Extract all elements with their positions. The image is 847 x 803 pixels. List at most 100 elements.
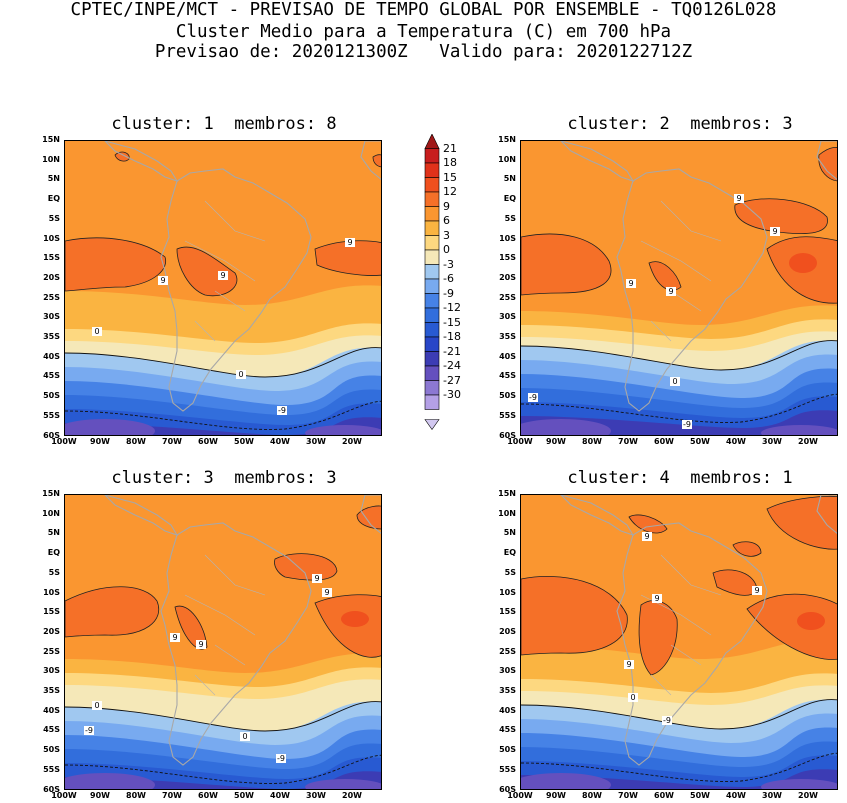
colorbar-segment [424,220,440,236]
map-panel-1: 9 9 9 0 0 -9 [64,140,382,436]
contour-label: -9 [278,406,286,415]
x-tick-label: 30W [306,437,326,446]
y-tick-label: 15N [498,489,516,498]
y-tick-label: 15S [43,607,60,617]
x-tick-label: 40W [726,791,746,800]
x-tick-label: 100W [507,437,533,446]
y-tick-label: 30S [43,312,60,322]
colorbar-label: -21 [443,344,461,358]
colorbar-label: -24 [443,359,461,372]
panel-4-title: cluster: 4 membros: 1 [567,468,793,488]
x-tick-label: 30W [762,791,782,800]
x-tick-label: 60W [654,791,674,800]
x-tick-label: 100W [51,791,77,800]
colorbar-segment [424,394,440,410]
contour-label: -9 [529,393,537,402]
x-tick-label: 20W [798,437,818,446]
panel-3-title: cluster: 3 membros: 3 [111,468,337,488]
y-tick-label: 5N [47,174,60,184]
colorbar-segment [424,249,440,265]
x-tick-label: 50W [234,791,254,800]
y-tick-label: 15N [498,135,516,144]
contour-label: -9 [663,716,671,725]
colorbar-segment [424,162,440,178]
y-tick-label: 10N [42,508,60,518]
colorbar-segment [424,419,440,431]
colorbar-segment [424,322,440,338]
y-tick-label: 10S [43,587,60,597]
colorbar-label: 6 [443,214,450,227]
x-tick-label: 100W [507,791,533,800]
x-tick-label: 40W [270,437,290,446]
y-tick-label: 60S [43,784,60,794]
x-tick-label: 20W [342,791,362,800]
y-tick-label: 15S [499,607,516,617]
colorbar-segment [424,134,440,149]
y-tick-label: 55S [499,410,516,420]
x-tick-label: 80W [582,437,602,446]
contour-label: 9 [160,276,165,285]
y-tick-label: 35S [499,332,516,341]
contour-label: 0 [238,370,243,379]
y-tick-label: 10N [498,508,516,518]
header-line-3: Previsao de: 2020121300Z Valido para: 20… [154,42,693,62]
x-tick-label: 90W [90,791,110,800]
y-tick-label: 30S [43,666,60,676]
contour-label: 9 [654,594,659,603]
contour-label: 9 [198,640,203,649]
y-tick-label: 60S [499,784,516,794]
y-tick-label: EQ [503,194,516,204]
y-tick-label: 35S [43,686,60,695]
colorbar-segment [424,365,440,381]
colorbar-segment [424,177,440,193]
colorbar-label: -3 [443,257,454,271]
y-tick-label: 25S [499,646,516,656]
y-tick-label: 5N [503,174,516,184]
y-tick-label: 20S [499,272,516,282]
contour-label: 9 [314,574,319,583]
y-tick-label: 35S [499,686,516,695]
colorbar-segment [424,206,440,222]
colorbar-label: -15 [443,315,461,329]
contour-label: -9 [85,726,93,735]
y-tick-label: 60S [499,430,516,440]
colorbar-label: -9 [443,286,454,300]
y-tick-label: 50S [43,745,60,755]
x-tick-label: 60W [198,437,218,446]
y-tick-label: 10S [499,233,516,243]
x-tick-label: 90W [546,791,566,800]
y-tick-label: 45S [43,725,60,735]
y-tick-label: 40S [499,351,516,361]
y-tick-label: 60S [43,430,60,440]
x-tick-label: 20W [342,437,362,446]
y-tick-label: 30S [499,312,516,322]
contour-label: 9 [736,194,741,203]
map-svg-1: 9 9 9 0 0 -9 [65,141,381,435]
colorbar-label: 21 [443,141,457,155]
y-tick-label: 45S [499,725,516,735]
contour-label: 0 [94,701,99,710]
header-line-1: CPTEC/INPE/MCT - PREVISAO DE TEMPO GLOBA… [70,0,777,20]
y-tick-label: 50S [499,745,516,755]
y-tick-label: 10S [499,587,516,597]
y-tick-label: 40S [499,705,516,715]
contour-label: 9 [324,588,329,597]
y-tick-label: 25S [43,646,60,656]
contour-label: 9 [754,586,759,595]
colorbar-label: -27 [443,373,461,387]
x-tick-label: 80W [582,791,602,800]
x-tick-label: 40W [726,437,746,446]
y-tick-label: 35S [43,332,60,341]
y-tick-label: 15N [42,489,60,498]
map-svg-4: 9 9 9 9 0 -9 [521,495,837,789]
map-svg-2: 9 9 9 9 0 -9 -9 [521,141,837,435]
x-tick-label: 70W [618,791,638,800]
y-tick-label: 20S [43,626,60,636]
y-tick-label: 5S [48,213,60,223]
x-tick-label: 50W [234,437,254,446]
x-tick-label: 60W [654,437,674,446]
x-tick-label: 20W [798,791,818,800]
colorbar-segment [424,191,440,207]
contour-label: 0 [630,693,635,702]
